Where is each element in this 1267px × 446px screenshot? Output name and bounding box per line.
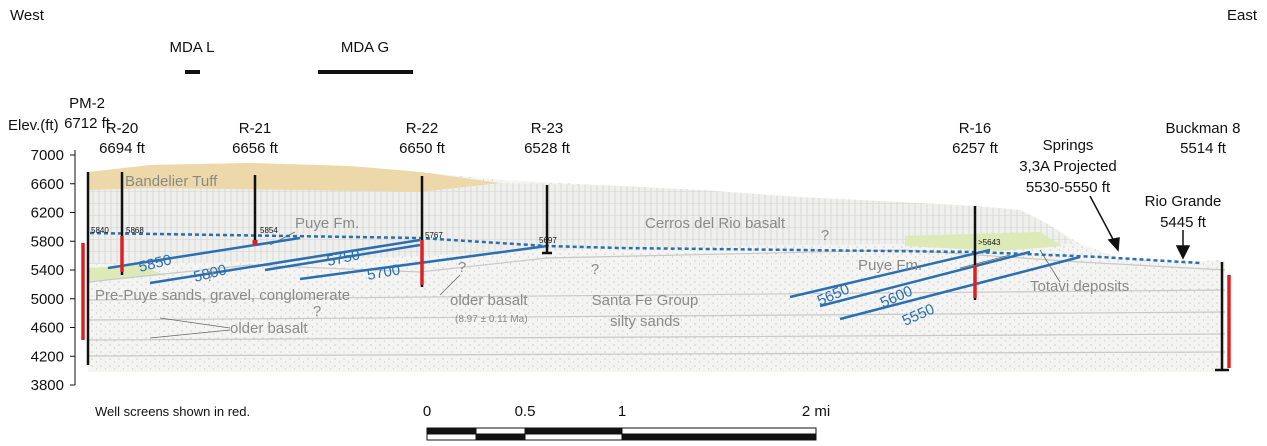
- well-name: R-23: [531, 120, 564, 137]
- unit-label: silty sands: [610, 313, 680, 330]
- unit-label: older basalt: [450, 292, 528, 309]
- scale-label: 2 mi: [802, 403, 830, 420]
- east-label: East: [1227, 7, 1258, 24]
- tick-label: 5400: [31, 262, 64, 279]
- note: Well screens shown in red.: [95, 404, 250, 419]
- unit-label: Pre-Puye sands, gravel, conglomerate: [95, 287, 350, 304]
- water-level: 5767: [425, 231, 443, 240]
- well-name: R-22: [406, 120, 439, 137]
- unit-label: Puye Fm.: [858, 257, 922, 274]
- scale-bar: [427, 428, 816, 440]
- feature-label: 5445 ft: [1160, 214, 1207, 231]
- unit-label: ?: [458, 259, 466, 276]
- cross-section: West East MDA L MDA G PM-2 6712 ftR-20 6694 ft…: [0, 0, 1267, 446]
- unit-label: Totavi deposits: [1030, 278, 1129, 295]
- water-level: 5697: [539, 236, 557, 245]
- west-label: West: [10, 7, 45, 24]
- feature-label: 5530-5550 ft: [1026, 179, 1111, 196]
- tick-label: 4200: [31, 348, 64, 365]
- well-elevation: 6656 ft: [232, 140, 279, 157]
- feature-label: 3,3A Projected: [1019, 158, 1117, 175]
- water-level: 5840: [91, 226, 109, 235]
- water-level: 5868: [126, 226, 144, 235]
- unit-label: Puye Fm.: [295, 215, 359, 232]
- tick-label: 5000: [31, 291, 64, 308]
- well-elevation: 6650 ft: [399, 140, 446, 157]
- feature-label: Rio Grande: [1145, 193, 1222, 210]
- scale-label: 0.5: [515, 403, 536, 420]
- well-elevation: 5514 ft: [1180, 140, 1227, 157]
- unit-label: ?: [206, 268, 214, 285]
- unit-label: ?: [313, 303, 321, 320]
- page: West East MDA L MDA G PM-2 6712 ftR-20 6694 ft…: [0, 0, 1267, 446]
- scale-label: 0: [423, 403, 431, 420]
- scale-label: 1: [618, 403, 626, 420]
- well-name: R-21: [239, 120, 272, 137]
- feature-label: Springs: [1043, 137, 1094, 154]
- unit-label: ?: [821, 227, 829, 244]
- well-name: R-20: [106, 120, 139, 137]
- well-elevation: 6528 ft: [524, 140, 571, 157]
- tick-label: 6600: [31, 176, 64, 193]
- well-name: R-16: [959, 120, 992, 137]
- water-level: >5643: [978, 238, 1001, 247]
- well-elevation: 6712 ft: [64, 115, 111, 132]
- tick-label: 5800: [31, 233, 64, 250]
- unit-label: Bandelier Tuff: [125, 173, 218, 190]
- unit-label: ?: [591, 261, 599, 278]
- unit-label: Cerros del Rio basalt: [645, 215, 786, 232]
- unit-label: older basalt: [230, 320, 308, 337]
- site-name: MDA G: [341, 39, 389, 56]
- tick-label: 3800: [31, 377, 64, 394]
- tick-label: 6200: [31, 205, 64, 222]
- unit-label: Santa Fe Group: [592, 292, 699, 309]
- well-name: PM-2: [69, 95, 105, 112]
- axis-label: Elev.(ft): [8, 117, 59, 134]
- water-level: 5854: [260, 226, 278, 235]
- well-elevation: 6257 ft: [952, 140, 999, 157]
- tick-label: 7000: [31, 147, 64, 164]
- well-elevation: 6694 ft: [99, 140, 146, 157]
- unit-label: (8.97 ± 0.11 Ma): [455, 314, 528, 325]
- tick-label: 4600: [31, 320, 64, 337]
- site-name: MDA L: [169, 39, 214, 56]
- well-name: Buckman 8: [1165, 120, 1240, 137]
